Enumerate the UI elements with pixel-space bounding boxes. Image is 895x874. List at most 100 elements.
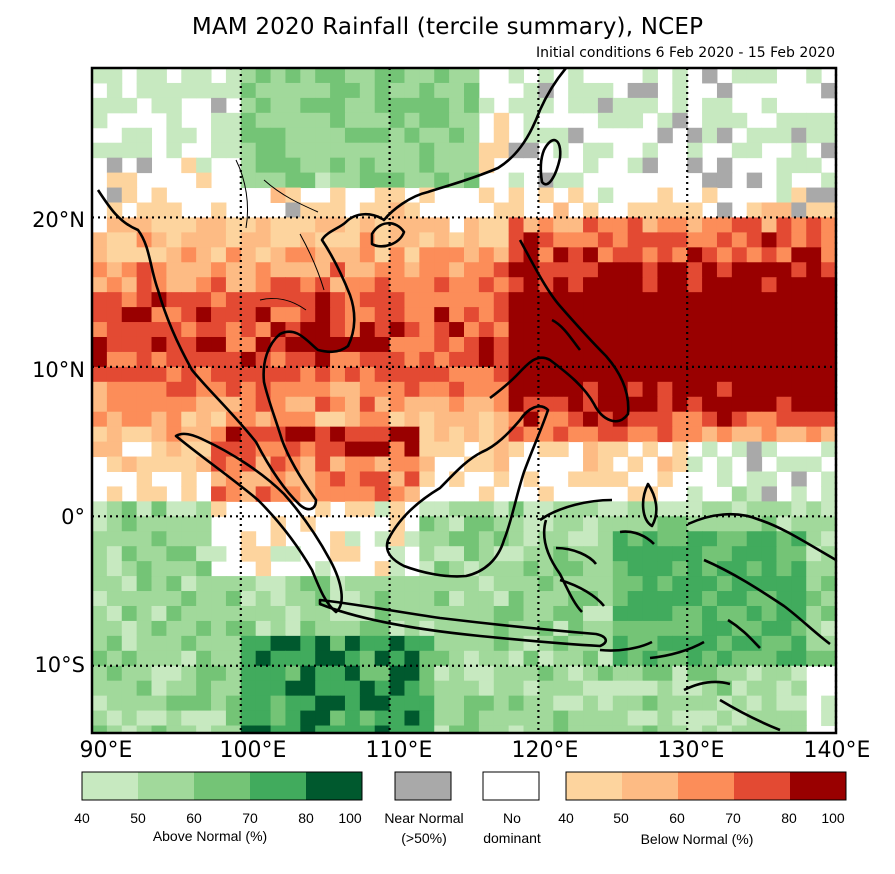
tercile-cell: [389, 172, 405, 189]
tercile-cell: [255, 232, 272, 248]
tercile-cell: [285, 710, 301, 727]
tercile-cell: [553, 650, 569, 667]
tercile-cell: [627, 262, 644, 278]
tercile-cell: [240, 97, 257, 114]
tercile-cell: [389, 576, 405, 592]
tercile-cell: [642, 232, 658, 248]
tercile-cell: [434, 576, 450, 592]
tercile-cell: [181, 292, 197, 308]
tercile-cell: [404, 725, 420, 733]
tercile-cell: [478, 665, 495, 682]
tercile-cell: [553, 217, 569, 233]
tercile-cell: [806, 531, 822, 547]
tercile-cell: [225, 112, 242, 129]
tercile-cell: [240, 82, 257, 99]
tercile-cell: [627, 247, 644, 263]
tercile-cell: [121, 546, 138, 562]
tercile-cell: [642, 351, 658, 368]
tercile-cell: [508, 411, 525, 428]
tercile-cell: [627, 620, 644, 637]
tercile-cell: [761, 471, 777, 487]
tercile-cell: [568, 262, 584, 278]
tercile-cell: [821, 262, 836, 278]
tercile-cell: [657, 456, 673, 472]
tercile-cell: [761, 322, 777, 338]
tercile-cell: [538, 82, 554, 99]
tercile-cell: [136, 665, 153, 682]
tercile-cell: [285, 277, 301, 293]
tercile-cell: [464, 97, 480, 114]
tercile-cell: [508, 97, 525, 114]
tercile-cell: [344, 262, 361, 278]
tercile-cell: [315, 97, 331, 114]
tercile-cell: [374, 202, 391, 218]
tercile-cell: [181, 680, 197, 697]
tercile-cell: [627, 322, 644, 338]
tercile-cell: [389, 322, 405, 338]
tercile-cell: [106, 172, 123, 189]
tercile-cell: [92, 292, 108, 308]
tercile-cell: [583, 501, 599, 517]
tercile-cell: [731, 680, 748, 697]
tercile-cell: [731, 112, 748, 129]
tercile-cell: [300, 127, 316, 144]
tercile-cell: [240, 68, 257, 84]
tercile-cell: [136, 68, 153, 84]
tercile-cell: [821, 232, 836, 248]
tercile-cell: [344, 665, 361, 682]
tercile-cell: [687, 725, 703, 733]
tercile-cell: [270, 112, 286, 129]
tercile-cell: [374, 307, 391, 323]
tercile-cell: [404, 576, 420, 592]
tercile-cell: [627, 725, 644, 733]
tercile-cell: [642, 426, 658, 443]
tercile-cell: [374, 426, 391, 443]
tercile-cell: [344, 307, 361, 323]
tercile-cell: [791, 232, 807, 248]
tercile-cell: [344, 680, 361, 697]
tercile-cell: [538, 695, 554, 712]
tercile-cell: [731, 277, 748, 293]
tercile-cell: [225, 351, 242, 368]
tercile-cell: [538, 635, 554, 652]
tercile-cell: [508, 710, 525, 727]
tercile-cell: [166, 441, 182, 458]
tercile-cell: [761, 576, 777, 592]
tercile-cell: [344, 546, 361, 562]
tercile-cell: [806, 292, 822, 308]
tercile-cell: [508, 172, 525, 189]
tercile-cell: [791, 351, 807, 368]
tercile-cell: [657, 112, 673, 129]
tercile-cell: [389, 456, 405, 472]
tercile-cell: [791, 292, 807, 308]
tercile-cell: [121, 322, 138, 338]
tercile-cell: [612, 680, 629, 697]
tercile-cell: [449, 441, 465, 458]
tercile-cell: [821, 322, 836, 338]
tercile-cell: [538, 561, 554, 577]
tercile-cell: [225, 620, 242, 637]
tercile-cell: [419, 307, 435, 323]
tercile-cell: [806, 635, 822, 652]
tercile-cell: [434, 82, 450, 99]
tercile-cell: [672, 531, 688, 547]
tercile-cell: [568, 665, 584, 682]
tercile-cell: [106, 68, 123, 84]
tercile-cell: [672, 112, 688, 129]
tercile-cell: [612, 471, 629, 487]
tercile-cell: [270, 486, 286, 502]
tercile-cell: [687, 307, 703, 323]
tercile-cell: [657, 307, 673, 323]
tercile-cell: [746, 546, 763, 562]
tercile-cell: [642, 142, 658, 159]
tercile-cell: [300, 157, 316, 174]
tercile-cell: [702, 546, 718, 562]
tercile-cell: [672, 411, 688, 428]
tercile-cell: [761, 277, 777, 293]
tercile-cell: [716, 531, 733, 547]
tercile-cell: [330, 292, 346, 308]
tercile-cell: [225, 68, 242, 84]
tercile-cell: [240, 695, 257, 712]
tercile-cell: [478, 635, 495, 652]
tercile-cell: [821, 516, 836, 532]
